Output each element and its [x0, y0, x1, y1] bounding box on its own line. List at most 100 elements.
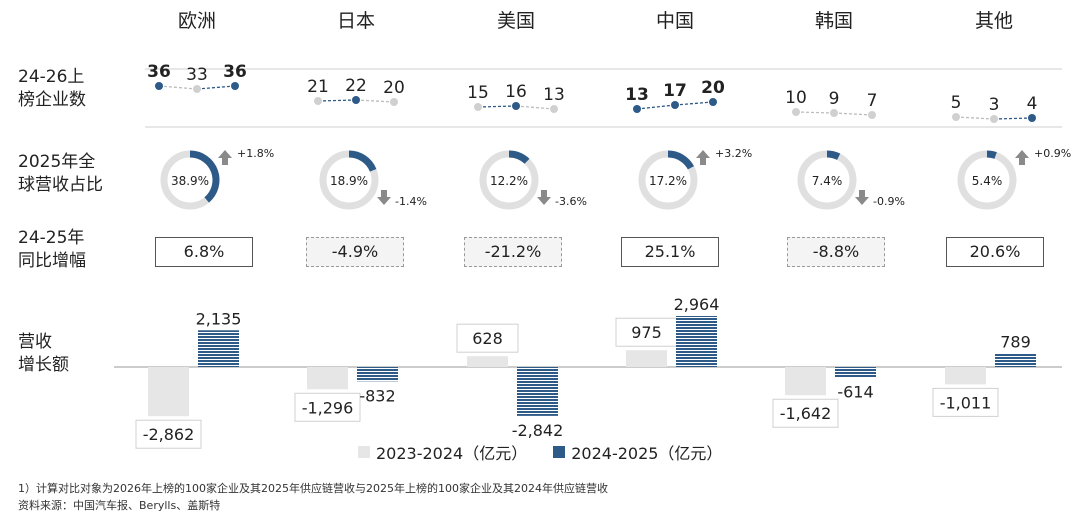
count-dot-china-1	[671, 101, 679, 109]
count-label-korea-2: 7	[867, 91, 878, 111]
bar-label-box-2023-2024-japan	[294, 392, 361, 422]
count-label-other-0: 5	[951, 93, 962, 113]
bar-label-box-2023-2024-korea	[772, 398, 839, 428]
bar-2023-2024-china	[626, 350, 667, 367]
share-change-europe: +1.8%	[237, 147, 274, 160]
bar-label-2023-2024-japan: -1,296	[302, 398, 354, 417]
count-line-usa-1	[515, 105, 555, 110]
row-label-revenue: 营收 增长额	[18, 332, 69, 375]
footnote: 1）计算对比对象为2026年上榜的100家企业及其2025年供应链营收与2025…	[18, 482, 608, 495]
count-dot-japan-2	[390, 98, 398, 106]
share-label-other: 5.4%	[972, 174, 1003, 188]
count-label-europe-0: 36	[147, 62, 171, 82]
share-arc-usa	[508, 150, 530, 164]
count-dot-korea-1	[830, 109, 838, 117]
growth-box-usa: -21.2%	[464, 237, 562, 267]
share-change-usa: -3.6%	[555, 195, 587, 208]
bar-2024-2025-usa	[517, 367, 558, 416]
share-down-arrow-icon-usa	[537, 190, 551, 205]
legend-label-2023-2024: 2023-2024（亿元）	[376, 444, 528, 463]
bar-2023-2024-europe	[148, 367, 189, 417]
share-down-arrow-icon-japan	[377, 190, 391, 205]
count-dot-other-2	[1028, 114, 1036, 122]
share-label-europe: 38.9%	[171, 174, 209, 188]
share-change-japan: -1.4%	[395, 195, 427, 208]
bar-2023-2024-usa	[467, 356, 508, 367]
count-dot-china-0	[633, 105, 641, 113]
count-line-other-1	[993, 117, 1033, 120]
share-up-arrow-icon-europe	[218, 150, 232, 165]
bar-label-2024-2025-europe: 2,135	[196, 309, 242, 328]
share-up-arrow-icon-other	[1015, 150, 1029, 165]
count-dot-europe-2	[231, 82, 239, 90]
bar-label-2024-2025-korea: -614	[837, 383, 873, 402]
count-dot-usa-2	[550, 105, 558, 113]
bar-2023-2024-other	[945, 367, 986, 385]
row-label-share: 2025年全 球营收占比	[18, 152, 103, 195]
growth-box-japan: -4.9%	[306, 237, 404, 267]
count-line-japan-0	[317, 99, 357, 102]
bar-label-box-2023-2024-other	[932, 387, 999, 417]
count-line-japan-1	[355, 99, 395, 103]
share-arc-europe	[189, 150, 220, 203]
count-label-usa-2: 13	[543, 85, 565, 105]
growth-box-other: 20.6%	[946, 237, 1044, 267]
growth-box-korea: -8.8%	[787, 237, 885, 267]
count-label-japan-0: 21	[307, 77, 329, 97]
legend-label-2024-2025: 2024-2025（亿元）	[571, 444, 723, 463]
count-line-korea-1	[833, 112, 873, 116]
count-line-china-1	[674, 101, 714, 106]
region-header-europe: 欧洲	[177, 10, 216, 32]
bar-2024-2025-other	[995, 353, 1036, 367]
count-line-europe-1	[196, 85, 236, 90]
row-label-count: 24-26上 榜企业数	[18, 67, 86, 110]
count-dot-korea-2	[868, 111, 876, 119]
bar-label-box-2023-2024-usa	[456, 323, 519, 353]
growth-box-china: 25.1%	[621, 237, 719, 267]
count-dot-europe-0	[155, 82, 163, 90]
count-label-europe-2: 36	[223, 62, 247, 82]
bar-2024-2025-europe	[198, 330, 239, 367]
bar-label-2023-2024-korea: -1,642	[780, 404, 832, 423]
count-line-other-0	[955, 116, 995, 120]
source-note: 资料来源：中国汽车报、Berylls、盖斯特	[18, 499, 221, 512]
share-label-usa: 12.2%	[490, 174, 528, 188]
count-dot-usa-0	[474, 103, 482, 111]
bar-label-2023-2024-europe: -2,862	[143, 425, 195, 444]
bar-label-2023-2024-usa: 628	[472, 329, 503, 348]
bar-2024-2025-korea	[835, 367, 876, 378]
bar-label-2024-2025-china: 2,964	[674, 295, 720, 314]
count-dot-other-1	[990, 115, 998, 123]
share-label-korea: 7.4%	[812, 174, 843, 188]
share-change-korea: -0.9%	[873, 195, 905, 208]
share-label-china: 17.2%	[649, 174, 687, 188]
count-label-korea-1: 9	[829, 89, 840, 109]
region-header-korea: 韩国	[814, 10, 853, 32]
share-arc-japan	[348, 150, 377, 172]
share-arc-china	[667, 150, 695, 170]
count-dot-china-2	[709, 98, 717, 106]
count-dot-japan-0	[314, 97, 322, 105]
legend-swatch-2023-2024	[358, 446, 370, 458]
count-dot-europe-1	[193, 85, 201, 93]
legend: 2023-2024（亿元） 2024-2025（亿元）	[358, 440, 722, 464]
region-header-japan: 日本	[336, 10, 375, 32]
share-arc-korea	[826, 150, 841, 160]
bar-2023-2024-japan	[307, 367, 348, 390]
share-change-other: +0.9%	[1034, 147, 1071, 160]
count-line-china-0	[636, 104, 676, 110]
count-label-other-2: 4	[1027, 94, 1038, 114]
bar-label-2023-2024-china: 975	[631, 323, 662, 342]
count-line-europe-0	[158, 85, 198, 90]
count-line-korea-0	[795, 111, 835, 114]
count-label-japan-1: 22	[345, 76, 367, 96]
row-label-growth: 24-25年 同比增幅	[18, 228, 86, 271]
legend-swatch-2024-2025	[553, 446, 566, 458]
count-label-japan-2: 20	[383, 78, 405, 98]
bar-2024-2025-china	[676, 316, 717, 367]
share-up-arrow-icon-china	[696, 150, 710, 165]
region-header-other: 其他	[974, 10, 1013, 32]
bar-label-2024-2025-japan: -832	[359, 386, 395, 405]
